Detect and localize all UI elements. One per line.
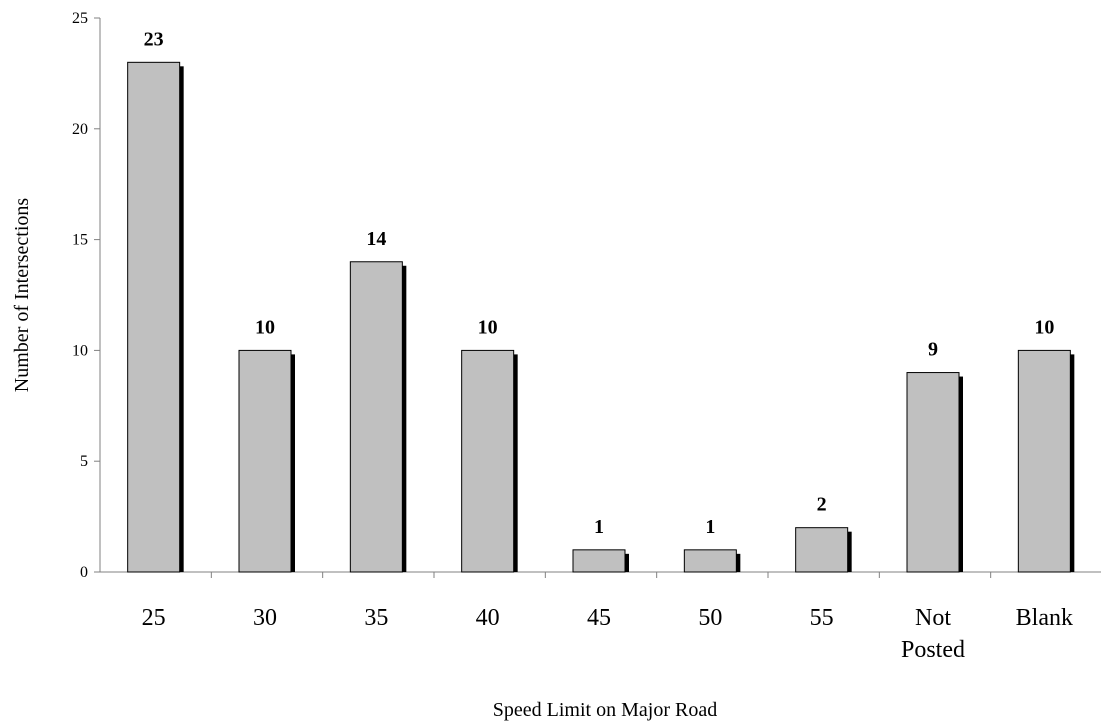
bar bbox=[461, 349, 515, 573]
x-tick-label: 50 bbox=[698, 605, 722, 631]
data-label: 1 bbox=[705, 516, 715, 538]
bar bbox=[683, 549, 737, 573]
y-axis-title: Number of Intersections bbox=[11, 198, 33, 393]
bar bbox=[349, 261, 403, 573]
data-label: 9 bbox=[928, 339, 938, 361]
data-label: 1 bbox=[594, 516, 604, 538]
y-tick-label: 10 bbox=[72, 342, 88, 359]
x-tick-label: 40 bbox=[476, 605, 500, 631]
data-label: 10 bbox=[478, 316, 498, 338]
x-tick-label: Blank bbox=[1016, 605, 1073, 631]
x-tick-label: Not Posted bbox=[901, 605, 965, 663]
y-tick-label: 15 bbox=[72, 232, 88, 249]
data-label: 23 bbox=[144, 28, 164, 50]
bar bbox=[906, 372, 960, 573]
bars bbox=[127, 61, 1075, 573]
x-tick-label: 30 bbox=[253, 605, 277, 631]
x-tick-label: 25 bbox=[142, 605, 166, 631]
x-axis-title: Speed Limit on Major Road bbox=[493, 699, 717, 721]
data-label: 10 bbox=[1034, 316, 1054, 338]
bar bbox=[1017, 349, 1071, 573]
bar bbox=[127, 61, 181, 573]
y-tick-label: 25 bbox=[72, 10, 88, 27]
x-tick-label: 35 bbox=[364, 605, 388, 631]
y-axis: 0 5 10 15 20 25 bbox=[72, 10, 101, 581]
bar bbox=[795, 527, 849, 573]
data-label: 10 bbox=[255, 316, 275, 338]
y-tick-label: 20 bbox=[72, 121, 88, 138]
bar bbox=[238, 349, 292, 573]
data-labels: 23 10 14 10 1 1 2 9 10 bbox=[144, 28, 1055, 538]
x-tick-label: 55 bbox=[810, 605, 834, 631]
x-tick-label: 45 bbox=[587, 605, 611, 631]
y-tick-label: 5 bbox=[80, 453, 88, 470]
data-label: 14 bbox=[366, 228, 386, 250]
bar bbox=[572, 549, 626, 573]
y-tick-label: 0 bbox=[80, 564, 88, 581]
data-label: 2 bbox=[817, 494, 827, 516]
x-axis: 25 30 35 40 45 50 55 Not Posted Blank bbox=[100, 571, 1101, 663]
